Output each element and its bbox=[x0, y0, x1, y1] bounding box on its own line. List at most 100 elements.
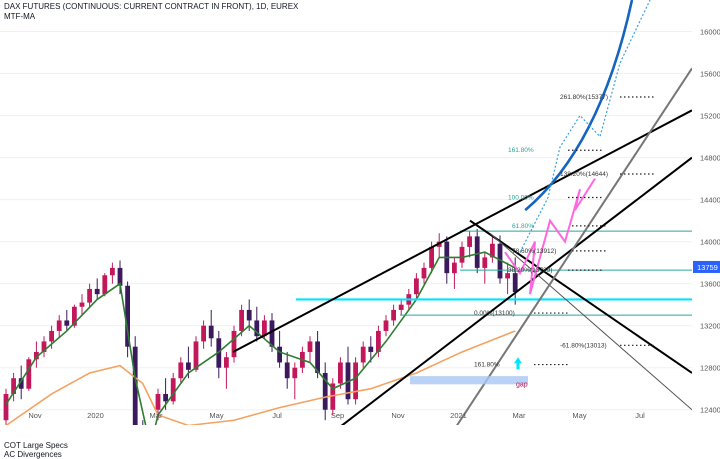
price-tick-label: 14000 bbox=[700, 238, 720, 247]
candle-body bbox=[512, 273, 518, 293]
time-tick-label: Jul bbox=[635, 411, 645, 420]
descending-trendline bbox=[469, 219, 692, 374]
candle-body bbox=[429, 246, 434, 268]
candle-body bbox=[72, 306, 77, 326]
chart-title: DAX FUTURES (CONTINUOUS: CURRENT CONTRAC… bbox=[4, 2, 299, 11]
time-tick-label: Jul bbox=[272, 411, 282, 420]
candle-body bbox=[34, 351, 39, 360]
candle-body bbox=[56, 320, 62, 331]
candle-body bbox=[186, 362, 191, 370]
candle-body bbox=[330, 383, 336, 410]
indicator-label: MTF-MA bbox=[4, 12, 36, 21]
candle-body bbox=[110, 267, 115, 276]
candle-body bbox=[231, 330, 237, 358]
candle-body bbox=[391, 309, 396, 321]
candle-body bbox=[292, 367, 298, 379]
candle-body bbox=[482, 257, 488, 268]
time-tick-label: Nov bbox=[391, 411, 405, 420]
price-tick-label: 14400 bbox=[700, 196, 720, 205]
candle-body bbox=[262, 320, 267, 337]
steep-support-line bbox=[456, 67, 692, 425]
candle-body bbox=[94, 288, 100, 295]
candle-body bbox=[208, 325, 214, 339]
fib-label: 138.20%(14644) bbox=[560, 171, 608, 178]
fib-label: 161.80% bbox=[508, 147, 534, 154]
slow-moving-average bbox=[5, 330, 516, 425]
cot-panel-subtitle: AC Divergences bbox=[4, 450, 62, 459]
candle-body bbox=[497, 243, 503, 279]
time-tick-label: Mar bbox=[150, 411, 163, 420]
time-tick-label: 2020 bbox=[87, 411, 104, 420]
candle-body bbox=[338, 362, 343, 384]
candle-body bbox=[474, 236, 480, 268]
candle-body bbox=[277, 346, 282, 363]
candle-body bbox=[178, 362, 184, 379]
price-tick-label: 15600 bbox=[700, 70, 720, 79]
candle-body bbox=[284, 362, 290, 379]
price-tick-label: 13200 bbox=[700, 322, 720, 331]
lower-channel-line bbox=[340, 156, 692, 425]
candle-body bbox=[246, 309, 252, 321]
price-tick-label: 12400 bbox=[700, 406, 720, 415]
price-tick-label: 16000 bbox=[700, 28, 720, 37]
dax-price-chart[interactable]: gap 261.80%(15377) 161.80% 138.20%(14644) 10… bbox=[0, 0, 720, 425]
time-tick-label: May bbox=[572, 411, 586, 420]
candle-body bbox=[322, 372, 328, 410]
fib-label: -61.80%(13013) bbox=[560, 342, 607, 349]
cot-panel-title: COT Large Specs bbox=[4, 441, 68, 450]
candle-body bbox=[360, 346, 366, 363]
candle-body bbox=[452, 262, 457, 274]
price-tick-label: 14800 bbox=[700, 154, 720, 163]
candle-body bbox=[11, 378, 16, 394]
candle-body bbox=[315, 341, 320, 373]
fib-label: 100.00% bbox=[508, 195, 534, 202]
time-tick-label: Mar bbox=[513, 411, 526, 420]
candle-body bbox=[18, 378, 24, 389]
candle-body bbox=[414, 278, 419, 295]
candle-body bbox=[170, 378, 176, 402]
candle-body bbox=[49, 330, 54, 342]
candle-body bbox=[467, 236, 472, 247]
fib-label: 38.20%(13729) bbox=[508, 267, 552, 274]
fib-label: 161.80% bbox=[474, 362, 500, 369]
fib-label: 0.00%(13100) bbox=[474, 310, 515, 317]
upper-channel-line bbox=[232, 109, 692, 353]
price-tick-label: 15200 bbox=[700, 112, 720, 121]
up-arrow-icon bbox=[514, 357, 522, 370]
candle-body bbox=[239, 309, 244, 331]
time-tick-label: 2021 bbox=[450, 411, 467, 420]
candle-body bbox=[125, 285, 130, 347]
time-tick-label: Sep bbox=[331, 411, 344, 420]
candle-body bbox=[87, 288, 92, 303]
candle-body bbox=[216, 338, 222, 368]
fib-label: 61.80% bbox=[512, 223, 534, 230]
secondary-trendline bbox=[489, 232, 692, 411]
candle-body bbox=[155, 393, 161, 410]
price-tick-label: 13600 bbox=[700, 280, 720, 289]
candle-body bbox=[353, 362, 358, 400]
candle-body bbox=[254, 320, 260, 337]
candle-body bbox=[505, 273, 510, 279]
last-price-badge bbox=[693, 260, 720, 273]
candle-body bbox=[376, 330, 381, 352]
candle-body bbox=[193, 341, 199, 370]
candle-body bbox=[201, 325, 206, 342]
candle-body bbox=[459, 246, 465, 263]
candle-body bbox=[79, 302, 85, 307]
fib-label: 78.60%(13912) bbox=[512, 248, 556, 255]
time-tick-label: Nov bbox=[28, 411, 42, 420]
candle-body bbox=[3, 393, 9, 421]
dotted-projection-path bbox=[519, 0, 651, 253]
fast-moving-average bbox=[5, 251, 516, 425]
gap-box bbox=[410, 376, 528, 385]
time-tick-label: May bbox=[209, 411, 223, 420]
candle-body bbox=[398, 304, 404, 310]
candle-body bbox=[383, 320, 389, 331]
candle-body bbox=[64, 320, 70, 326]
candle-body bbox=[224, 357, 229, 368]
pink-projection-path bbox=[504, 178, 596, 295]
price-tick-label: 12800 bbox=[700, 364, 720, 373]
candle-body bbox=[421, 267, 427, 279]
candle-body bbox=[41, 341, 47, 352]
candle-body bbox=[490, 243, 495, 258]
